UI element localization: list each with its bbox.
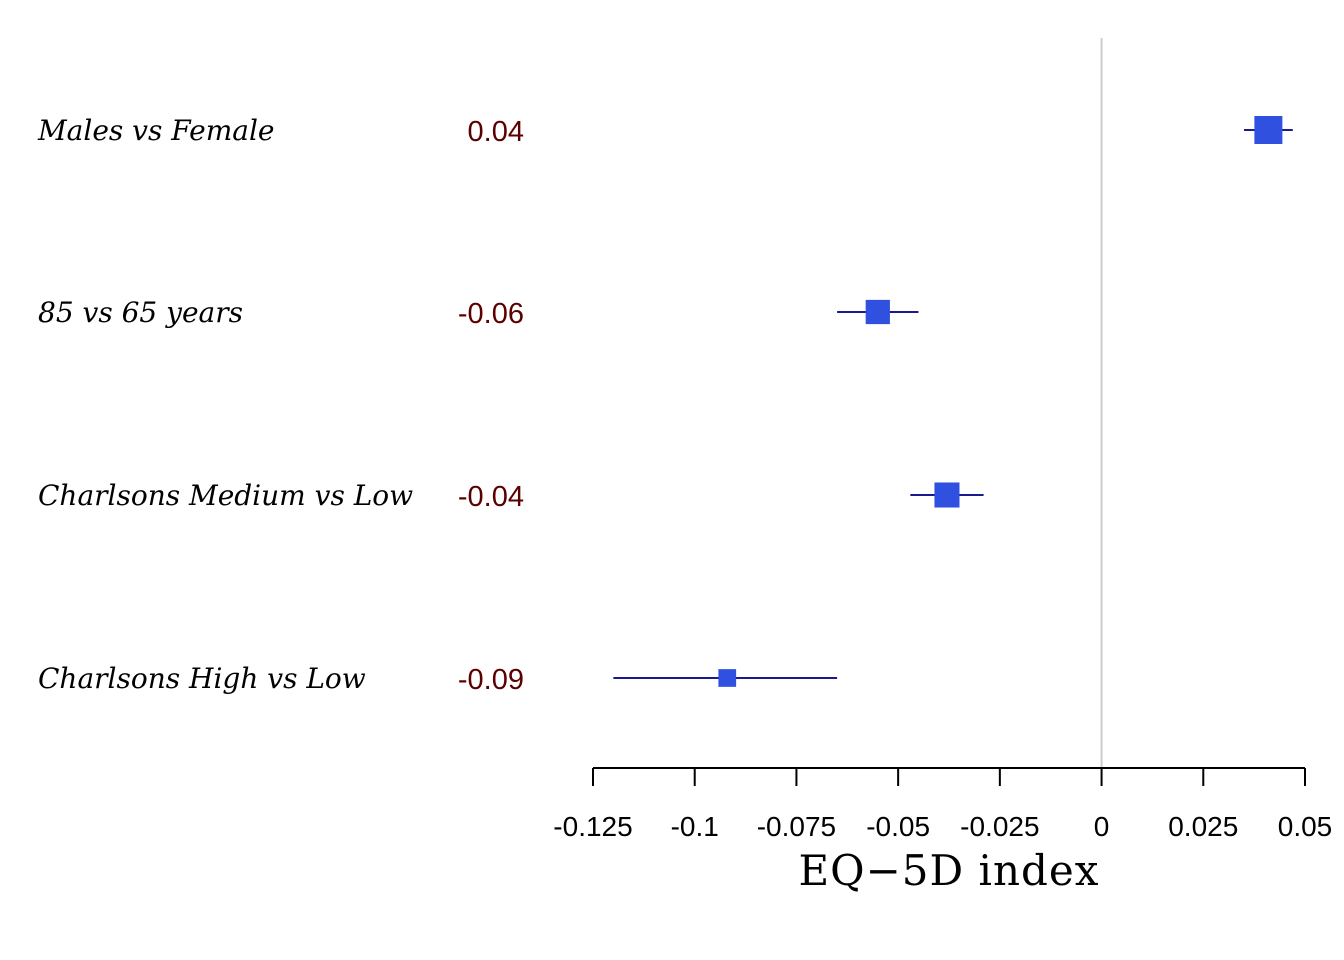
x-tick-label: -0.1 — [671, 811, 719, 842]
point-estimate — [1254, 116, 1283, 144]
forest-row: Charlsons Medium vs Low -0.04 — [38, 479, 984, 513]
point-estimate — [934, 482, 960, 508]
row-label: Charlsons High vs Low — [38, 662, 366, 695]
row-label: Charlsons Medium vs Low — [38, 479, 413, 512]
x-tick-label: -0.075 — [757, 811, 836, 842]
x-axis: -0.125 -0.1 -0.075 -0.05 -0.025 0 0.025 0.05 — [553, 767, 1333, 842]
row-value: -0.09 — [458, 664, 524, 696]
row-label: Males vs Female — [37, 114, 274, 147]
point-estimate — [865, 299, 890, 325]
x-tick-label: -0.05 — [866, 811, 930, 842]
forest-row: 85 vs 65 years -0.06 — [38, 296, 919, 330]
x-axis-title: EQ−5D index — [799, 846, 1100, 895]
rows-layer: Males vs Female 0.04 85 vs 65 years -0.06 Ch… — [37, 114, 1293, 696]
row-value: -0.04 — [458, 481, 524, 513]
x-tick-label: 0.025 — [1168, 811, 1238, 842]
forest-row: Charlsons High vs Low -0.09 — [38, 662, 838, 696]
x-tick-label: -0.125 — [553, 811, 632, 842]
row-value: 0.04 — [468, 116, 524, 148]
row-label: 85 vs 65 years — [38, 296, 243, 329]
forest-row: Males vs Female 0.04 — [37, 114, 1293, 148]
x-tick-label: 0 — [1094, 811, 1110, 842]
x-tick-label: -0.025 — [960, 811, 1039, 842]
row-value: -0.06 — [458, 298, 524, 330]
point-estimate — [718, 669, 737, 687]
x-tick-label: 0.05 — [1278, 811, 1333, 842]
